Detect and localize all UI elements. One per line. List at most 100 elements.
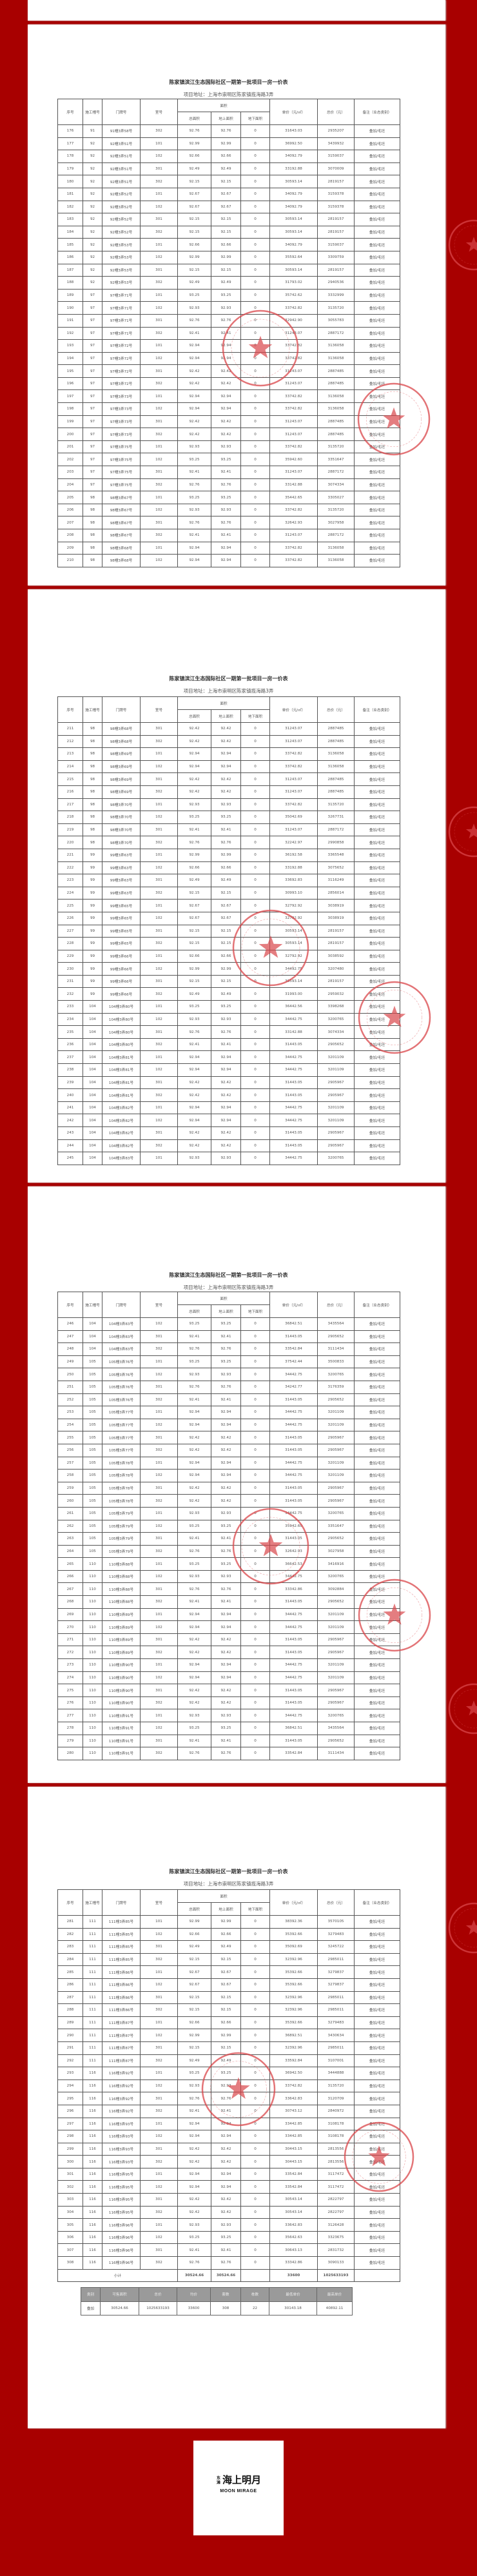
- cell-room: 302: [140, 124, 178, 138]
- cell-area-total: 92.42: [177, 734, 211, 749]
- cell-remark: 叠加/毛坯: [354, 2079, 401, 2093]
- cell-remark: 叠加/毛坯: [354, 1569, 401, 1584]
- cell-room: 101: [140, 2016, 178, 2030]
- cell-remark: 叠加/毛坯: [354, 722, 401, 736]
- cell-unit-price: 37542.44: [269, 1355, 318, 1369]
- cell-area-total: 92.93: [177, 1569, 211, 1584]
- cell-area-below: 0: [240, 2155, 271, 2168]
- cell-door: 116幢3弄95号: [102, 2205, 141, 2219]
- cell-unit-price: 35942.60: [269, 1519, 318, 1533]
- table-row: 227 99 99幢3弄65号 301 92.15 92.15 0 30593.14 28191…: [57, 924, 401, 938]
- cell-area-below: 0: [240, 1646, 271, 1660]
- price-table: 序号 施工幢号 门牌号 室号 面积 单价（元/㎡） 总价（元） 备注（业态类别） 总面积 地上面积…: [57, 1292, 401, 1760]
- cell-area-above: 92.41: [211, 529, 241, 542]
- cell-area-below: 0: [240, 987, 271, 1001]
- cell-unit-price: 31243.07: [269, 326, 318, 340]
- header-area-below: 地下面积: [240, 1304, 271, 1318]
- cell-area-total: 92.99: [177, 848, 211, 862]
- cell-unit-price: 32392.96: [269, 1991, 318, 2005]
- cell-room: 102: [140, 453, 178, 467]
- cell-building: 99: [83, 899, 102, 912]
- cell-building: 110: [83, 1608, 102, 1622]
- cell-remark: 叠加/毛坯: [354, 1076, 401, 1090]
- cell-room: 102: [140, 554, 178, 567]
- cell-total-price: 3159378: [317, 200, 355, 214]
- table-row: 285 111 111幢3弄86号 101 92.67 92.67 0 35392.66 327…: [57, 1965, 401, 1979]
- cell-building: 104: [83, 1012, 102, 1027]
- header-unit-price: 单价（元/㎡）: [269, 696, 318, 723]
- cell-unit-price: 34092.79: [269, 238, 318, 251]
- cell-total-price: 3351647: [317, 453, 355, 467]
- cell-area-above: 92.49: [211, 276, 241, 290]
- cell-area-below: 0: [240, 1734, 271, 1748]
- cell-door: 92幢3弄51号: [102, 137, 141, 151]
- cell-unit-price: 34442.75: [269, 1671, 318, 1685]
- table-row: 264 105 105幢3弄79号 302 92.76 92.76 0 32642.93 302…: [57, 1544, 401, 1558]
- cell-total-price: 2905967: [317, 1633, 355, 1647]
- cell-area-below: 0: [240, 1317, 271, 1331]
- cell-area-below: 0: [240, 1114, 271, 1127]
- cell-room: 102: [140, 1978, 178, 1992]
- cell-unit-price: 30593.14: [269, 937, 318, 950]
- cell-door: 105幢3弄77号: [102, 1431, 141, 1444]
- cell-area-below: 0: [240, 1927, 271, 1942]
- cell-unit-price: 34442.75: [269, 1406, 318, 1419]
- cell-area-total: 92.76: [177, 1380, 211, 1394]
- cell-area-above: 92.41: [211, 2104, 241, 2118]
- cell-building: 104: [83, 1101, 102, 1115]
- cell-building: 104: [83, 1063, 102, 1077]
- cell-seq: 187: [57, 263, 83, 277]
- cell-room: 101: [140, 1050, 178, 1065]
- cell-area-below: 0: [240, 1355, 271, 1369]
- cell-remark: 叠加/毛坯: [354, 440, 401, 454]
- cell-area-above: 92.49: [211, 162, 241, 176]
- cell-remark: 叠加/毛坯: [354, 1494, 401, 1508]
- price-table: 序号 施工幢号 门牌号 室号 面积 单价（元/㎡） 总价（元） 备注（业态类别） 总面积 地上面积…: [57, 696, 401, 1165]
- cell-unit-price: 33542.84: [269, 2167, 318, 2181]
- cell-area-total: 92.93: [177, 1506, 211, 1520]
- cell-room: 301: [140, 516, 178, 529]
- cell-area-total: 93.25: [177, 1722, 211, 1735]
- cell-room: 102: [140, 811, 178, 824]
- cell-unit-price: 30443.15: [269, 2155, 318, 2168]
- cell-total-price: 3090133: [317, 2256, 355, 2270]
- cell-remark: 叠加/毛坯: [354, 1671, 401, 1685]
- cell-area-below: 0: [240, 137, 271, 151]
- cell-area-above: 92.41: [211, 326, 241, 340]
- cell-unit-price: 35392.66: [269, 2016, 318, 2030]
- cell-total-price: 2935207: [317, 124, 355, 138]
- cell-room: 302: [140, 326, 178, 340]
- cell-area-above: 92.41: [211, 1532, 241, 1546]
- cell-area-total: 92.94: [177, 1469, 211, 1482]
- cell-seq: 296: [57, 2104, 83, 2118]
- table-row: 247 104 104幢3弄83号 301 92.41 92.41 0 31443.05 290…: [57, 1330, 401, 1344]
- cell-unit-price: 33742.82: [269, 402, 318, 416]
- cell-area-below: 0: [240, 924, 271, 938]
- cell-building: 110: [83, 1620, 102, 1634]
- cell-total-price: 3444888: [317, 2067, 355, 2080]
- cell-seq: 207: [57, 516, 83, 529]
- cell-remark: 叠加/毛坯: [354, 2205, 401, 2219]
- cell-unit-price: 31243.07: [269, 364, 318, 378]
- cell-unit-price: 30593.14: [269, 213, 318, 226]
- cell-area-above: 92.66: [211, 861, 241, 875]
- cell-area-above: 92.15: [211, 937, 241, 950]
- cell-area-below: 0: [240, 1965, 271, 1979]
- cell-door: 105幢3弄79号: [102, 1532, 141, 1546]
- cell-total-price: 3200765: [317, 1506, 355, 1520]
- cell-area-above: 92.67: [211, 911, 241, 925]
- cell-area-below: 0: [240, 2218, 271, 2232]
- cell-seq: 305: [57, 2218, 83, 2232]
- cell-building: 92: [83, 263, 102, 277]
- cell-remark: 叠加/毛坯: [354, 2155, 401, 2168]
- cell-building: 110: [83, 1696, 102, 1710]
- table-row: 299 116 116幢3弄93号 301 92.42 92.42 0 30443.15 281…: [57, 2142, 401, 2156]
- cell-area-total: 92.15: [177, 937, 211, 950]
- cell-unit-price: 33742.82: [269, 2079, 318, 2093]
- cell-room: 101: [140, 747, 178, 761]
- cell-area-below: 0: [240, 1000, 271, 1014]
- cell-total-price: 3075652: [317, 861, 355, 875]
- cell-unit-price: 32792.92: [269, 949, 318, 963]
- summary-value-cell: 30524.66: [100, 2301, 139, 2315]
- cell-unit-price: 36192.58: [269, 848, 318, 862]
